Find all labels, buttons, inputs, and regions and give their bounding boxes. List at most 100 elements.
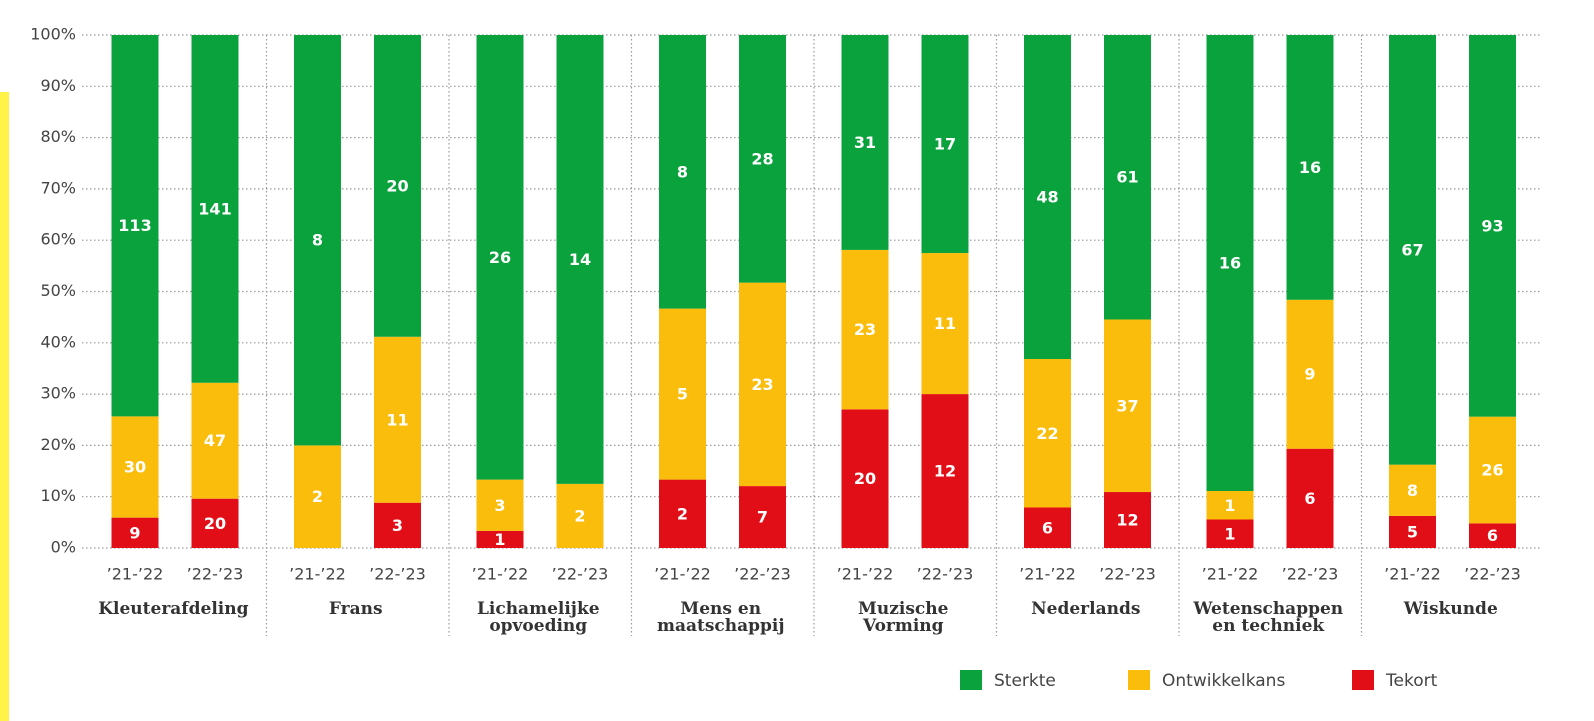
y-tick-label: 80% — [40, 127, 76, 146]
bar-segment — [1389, 515, 1436, 548]
x-tick-label: ’22-’23 — [917, 565, 974, 584]
bar-segment — [921, 35, 969, 254]
value-label: 61 — [1116, 168, 1138, 187]
legend-label: Tekort — [1385, 671, 1438, 691]
bar-segment — [1104, 319, 1151, 493]
x-tick-label: ’21-’22 — [1019, 565, 1076, 584]
bar-segment — [1206, 35, 1254, 491]
value-label: 48 — [1036, 188, 1058, 207]
bar-segment — [1286, 299, 1334, 449]
value-label: 47 — [204, 431, 226, 450]
bar-segment — [739, 282, 786, 487]
value-label: 6 — [1042, 518, 1053, 537]
group-label: Mens en maatschappij — [656, 599, 785, 636]
value-label: 28 — [751, 149, 773, 168]
value-label: 8 — [1407, 481, 1418, 500]
value-label: 30 — [124, 458, 146, 477]
value-label: 16 — [1299, 158, 1321, 177]
value-label: 20 — [204, 514, 226, 533]
value-label: 11 — [386, 410, 408, 429]
y-tick-label: 0% — [51, 538, 76, 557]
legend-swatch — [960, 670, 982, 690]
y-tick-label: 50% — [40, 281, 76, 300]
bar-segment — [841, 249, 889, 410]
group-label: Wetenschappen en techniek — [1193, 599, 1344, 636]
bar-segment — [659, 479, 706, 548]
value-label: 5 — [677, 385, 688, 404]
x-tick-label: ’22-’23 — [1464, 565, 1521, 584]
value-label: 3 — [392, 516, 403, 535]
bar-segment — [111, 416, 159, 518]
value-label: 5 — [1407, 522, 1418, 541]
x-tick-label: ’21-’22 — [1202, 565, 1259, 584]
value-label: 6 — [1487, 526, 1498, 545]
bar-segment — [1104, 35, 1151, 320]
bar-segment — [659, 35, 706, 309]
bar-segment — [921, 253, 969, 395]
value-label: 26 — [489, 248, 511, 267]
bar-segment — [1206, 491, 1254, 520]
legend-swatch — [1352, 670, 1374, 690]
value-label: 22 — [1036, 424, 1058, 443]
bar-segment — [1206, 519, 1254, 548]
group-label: Lichamelijke opvoeding — [476, 599, 600, 636]
value-label: 16 — [1219, 254, 1241, 273]
value-label: 2 — [574, 506, 585, 525]
value-label: 31 — [854, 133, 876, 152]
y-tick-label: 60% — [40, 230, 76, 249]
bar-segment — [1024, 507, 1071, 548]
bar-segment — [476, 479, 524, 531]
value-label: 6 — [1304, 489, 1315, 508]
bar-segment — [191, 382, 239, 499]
value-label: 113 — [118, 216, 151, 235]
value-label: 93 — [1481, 216, 1503, 235]
x-tick-label: ’22-’23 — [187, 565, 244, 584]
value-label: 37 — [1116, 396, 1138, 415]
value-label: 3 — [494, 496, 505, 515]
value-label: 7 — [757, 508, 768, 527]
group-label: Muzische Vorming — [858, 599, 949, 636]
bar-segment — [739, 486, 786, 548]
legend-label: Sterkte — [994, 671, 1056, 691]
group-label: Nederlands — [1031, 599, 1141, 619]
value-label: 23 — [854, 320, 876, 339]
bar-segment — [476, 530, 524, 548]
value-label: 23 — [751, 375, 773, 394]
bar-segment — [294, 445, 341, 548]
bar-segment — [374, 502, 421, 548]
x-tick-label: ’21-’22 — [837, 565, 894, 584]
value-label: 141 — [198, 199, 231, 218]
value-label: 8 — [312, 231, 323, 250]
value-label: 17 — [934, 135, 956, 154]
x-tick-label: ’21-’22 — [1384, 565, 1441, 584]
bar-segment — [111, 517, 159, 548]
value-label: 1 — [1224, 496, 1235, 515]
value-label: 20 — [386, 176, 408, 195]
bar-segment — [1024, 359, 1071, 508]
x-tick-label: ’22-’23 — [1099, 565, 1156, 584]
bar-segment — [1024, 35, 1071, 359]
bar-segment — [1469, 523, 1516, 548]
bar-segment — [191, 498, 239, 548]
bar-segment — [841, 35, 889, 250]
group-label: Kleuterafdeling — [98, 599, 249, 619]
x-tick-label: ’22-’23 — [552, 565, 609, 584]
y-tick-label: 10% — [40, 486, 76, 505]
bar-segment — [374, 336, 421, 503]
legend-label: Ontwikkelkans — [1162, 671, 1285, 691]
bar-segment — [1104, 492, 1151, 548]
bar-segment — [1389, 464, 1436, 516]
value-label: 2 — [312, 487, 323, 506]
legend-swatch — [1128, 670, 1150, 690]
y-tick-label: 40% — [40, 332, 76, 351]
value-label: 1 — [494, 530, 505, 549]
bar-segment — [374, 35, 421, 337]
value-label: 2 — [677, 504, 688, 523]
value-label: 12 — [1116, 511, 1138, 530]
bar-segment — [476, 35, 524, 480]
bar-segment — [556, 35, 604, 484]
x-tick-label: ’22-’23 — [734, 565, 791, 584]
y-tick-label: 70% — [40, 178, 76, 197]
